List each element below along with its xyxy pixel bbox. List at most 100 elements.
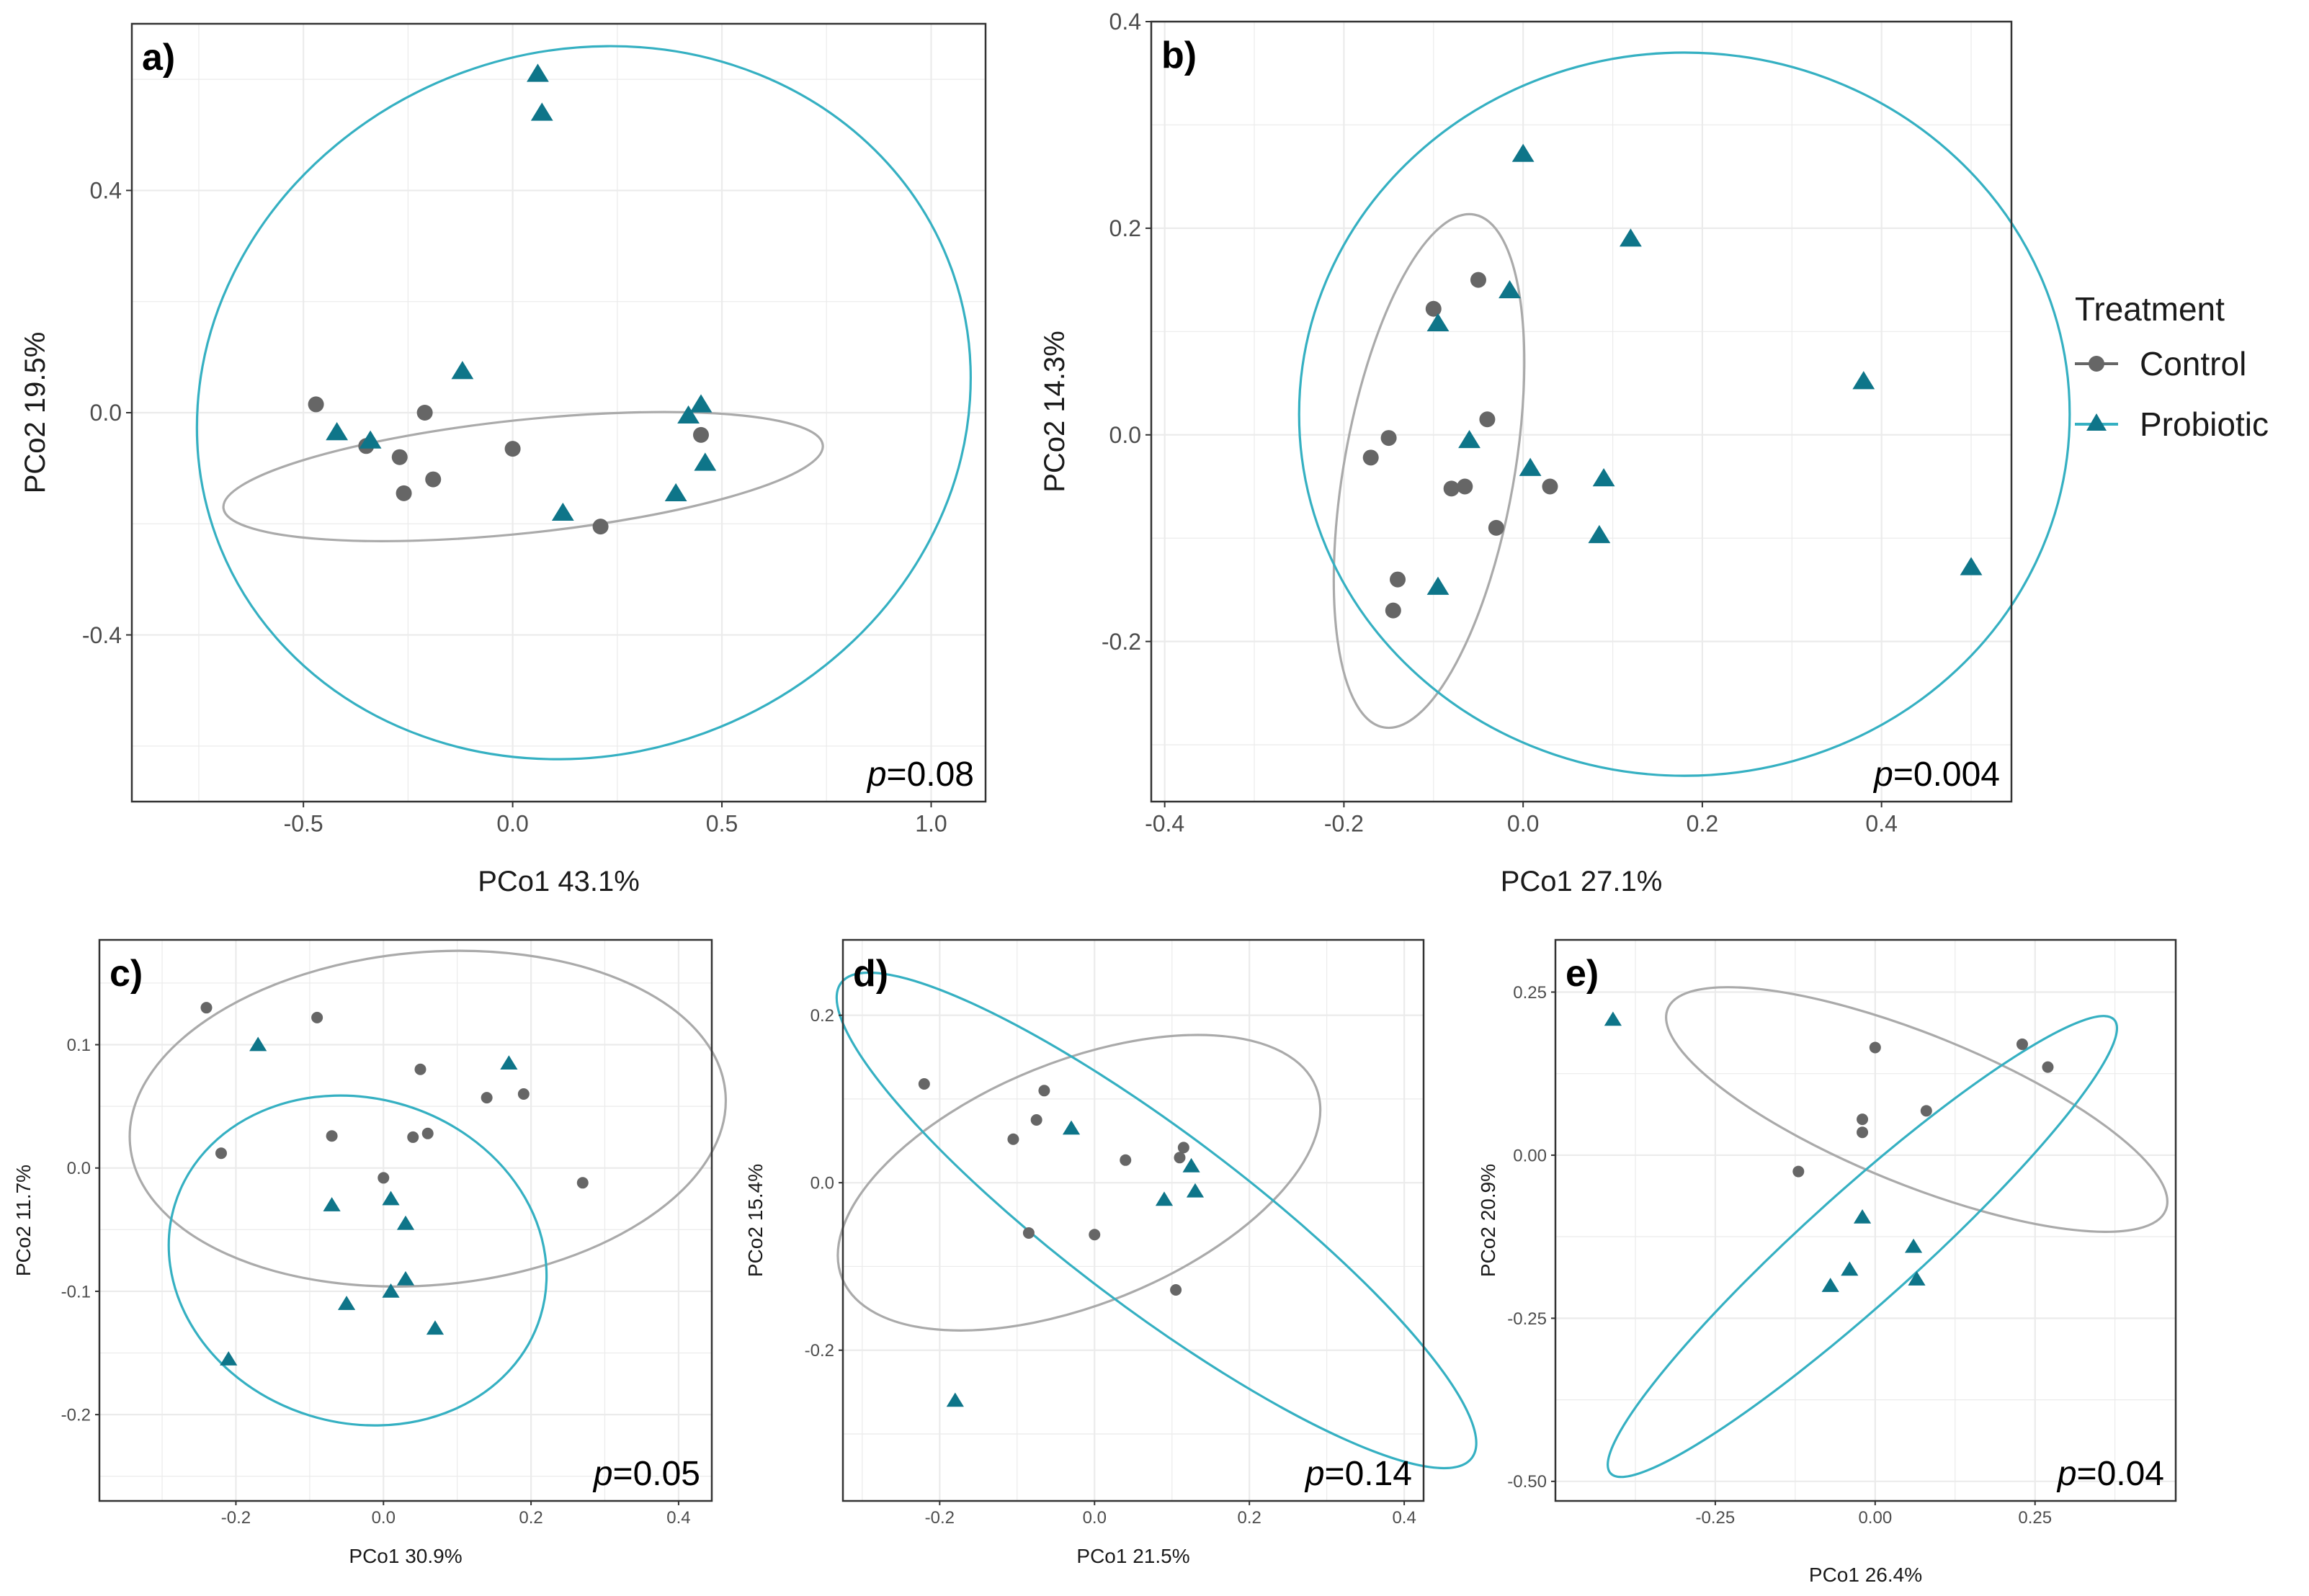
x-tick-label: 0.4	[666, 1508, 690, 1528]
ellipse-probiotic	[835, 971, 1478, 1470]
point-control	[1007, 1133, 1019, 1145]
panel-c-control-points	[200, 1002, 589, 1189]
pvalue-number: =0.04	[2077, 1455, 2164, 1493]
pvalue-symbol: p	[592, 1455, 613, 1493]
legend-item-probiotic: Probiotic	[2075, 405, 2269, 443]
point-control	[1030, 1113, 1042, 1126]
panel-b-pvalue: p=0.004	[1872, 756, 2000, 794]
point-control	[416, 405, 433, 421]
point-probiotic	[1904, 1238, 1923, 1253]
panel-c-border	[98, 938, 713, 1502]
point-probiotic	[664, 483, 687, 502]
pvalue-symbol: p	[866, 756, 887, 794]
panel-c-ellipses	[128, 949, 727, 1427]
panel-c-ticks: -0.2 0.0 0.2 0.4 -0.2 -0.1 0.0 0.1	[61, 1036, 691, 1528]
panel-e-x-axis-title: PCo1 26.4%	[1809, 1564, 1922, 1586]
ellipse-probiotic	[1298, 51, 2071, 777]
x-tick-label: -0.2	[1324, 811, 1364, 837]
point-control	[1488, 519, 1504, 536]
panel-b-probiotic-points	[1426, 143, 1983, 595]
y-tick-label: 0.4	[90, 178, 122, 204]
point-control	[1869, 1041, 1881, 1054]
pvalue-number: =0.004	[1893, 756, 2000, 794]
point-control	[407, 1131, 419, 1143]
panel-a-ellipses	[195, 45, 972, 761]
point-probiotic	[326, 422, 349, 441]
point-control	[1120, 1154, 1132, 1166]
pvalue-symbol: p	[1872, 756, 1893, 794]
point-control	[517, 1088, 530, 1100]
panel-b-border	[1150, 20, 2013, 803]
point-control	[481, 1092, 493, 1104]
point-control	[1425, 300, 1442, 317]
panel-d-x-axis-title: PCo1 21.5%	[1076, 1545, 1189, 1567]
panel-d-y-axis-title: PCo2 15.4%	[744, 1164, 767, 1277]
point-control	[421, 1127, 434, 1139]
point-control	[1385, 602, 1401, 619]
point-probiotic	[1062, 1120, 1081, 1135]
x-tick-label: 0.0	[1507, 811, 1539, 837]
panel-c-y-axis-title: PCo2 11.7%	[12, 1165, 35, 1276]
point-control	[576, 1177, 589, 1189]
point-control	[1038, 1085, 1050, 1097]
panel-c: -0.2 0.0 0.2 0.4 -0.2 -0.1 0.0 0.1 PCo1 30.9% PCo…	[12, 938, 727, 1567]
x-tick-label: 0.2	[1238, 1508, 1261, 1528]
point-control	[391, 449, 408, 465]
point-probiotic	[946, 1392, 964, 1407]
point-control	[1479, 411, 1496, 428]
ellipse-control	[128, 949, 727, 1288]
panel-a-y-axis-title: PCo2 19.5%	[19, 332, 51, 494]
point-probiotic	[551, 502, 574, 521]
panel-e-control-points	[1792, 1038, 2054, 1178]
panel-d-border	[841, 938, 1425, 1502]
panel-d-label: d)	[853, 953, 888, 995]
point-control	[1792, 1165, 1805, 1178]
point-control	[1857, 1126, 1869, 1139]
point-probiotic	[1841, 1261, 1859, 1276]
x-tick-label: 0.4	[1392, 1508, 1416, 1528]
point-control	[215, 1147, 227, 1160]
legend-label-probiotic: Probiotic	[2140, 405, 2269, 443]
x-tick-label: -0.4	[1145, 811, 1184, 837]
panel-c-label: c)	[110, 953, 143, 995]
point-control	[311, 1011, 323, 1023]
point-control	[326, 1130, 338, 1142]
point-probiotic	[1426, 576, 1450, 595]
point-probiotic	[500, 1055, 518, 1070]
point-probiotic	[1588, 524, 1611, 544]
panel-b-control-points	[1362, 272, 1558, 619]
panel-b-y-axis-title: PCo2 14.3%	[1039, 331, 1071, 493]
point-control	[1089, 1229, 1101, 1241]
y-tick-label: 0.00	[1513, 1146, 1547, 1165]
y-tick-label: 0.0	[1109, 422, 1141, 448]
panel-a-x-axis-title: PCo1 43.1%	[478, 866, 640, 897]
point-probiotic	[396, 1270, 415, 1286]
y-tick-label: 0.2	[810, 1006, 834, 1026]
ellipse-probiotic	[1607, 1015, 2119, 1479]
point-probiotic	[1155, 1191, 1174, 1206]
point-probiotic	[1499, 279, 1521, 299]
point-probiotic	[220, 1351, 238, 1366]
point-probiotic	[1186, 1183, 1205, 1198]
point-probiotic	[1960, 557, 1983, 575]
ellipse-probiotic	[167, 1094, 548, 1427]
point-probiotic	[1592, 468, 1615, 487]
point-control	[2042, 1061, 2054, 1073]
point-control	[1174, 1152, 1186, 1164]
pvalue-number: =0.08	[887, 756, 974, 794]
panel-d-ticks: -0.2 0.0 0.2 0.4 -0.2 0.0 0.2	[805, 1006, 1416, 1528]
point-control	[200, 1002, 213, 1014]
x-tick-label: 0.2	[519, 1508, 542, 1528]
point-probiotic	[694, 452, 717, 471]
y-tick-label: -0.2	[805, 1341, 834, 1360]
point-probiotic	[1821, 1278, 1839, 1292]
point-control	[693, 426, 709, 443]
pvalue-number: =0.05	[613, 1455, 700, 1493]
point-probiotic	[249, 1036, 267, 1052]
y-tick-label: 0.0	[67, 1159, 91, 1178]
panel-d-pvalue: p=0.14	[1304, 1455, 1412, 1493]
point-control	[2016, 1038, 2028, 1050]
x-tick-label: -0.25	[1696, 1508, 1736, 1528]
point-control	[1390, 571, 1406, 588]
y-tick-label: 0.4	[1109, 9, 1141, 35]
